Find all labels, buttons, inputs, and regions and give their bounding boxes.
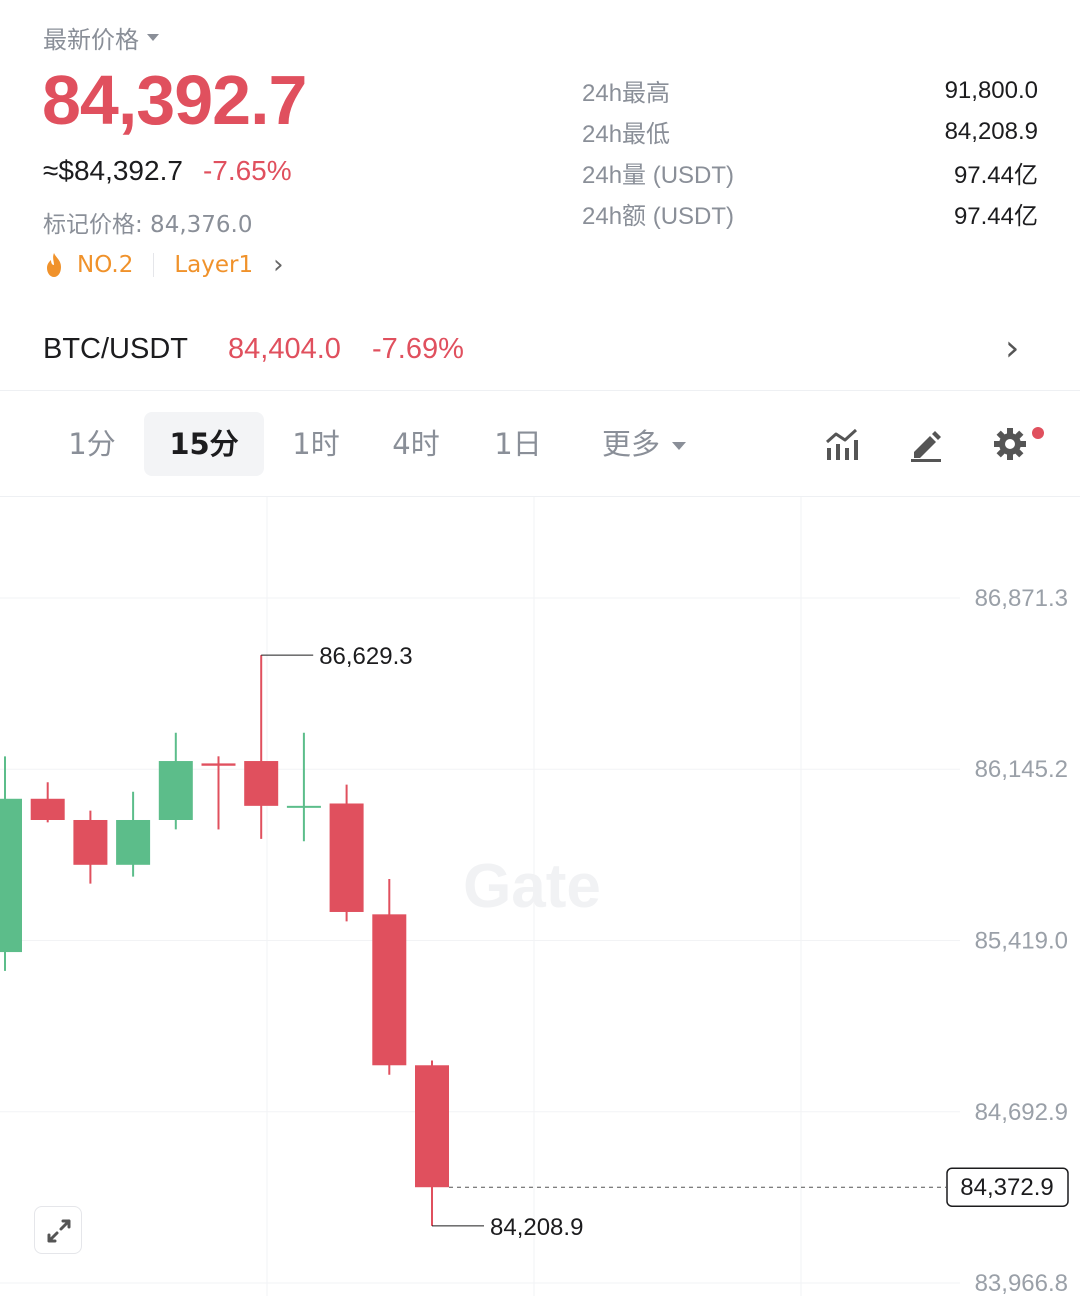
stat-row: 24h最低 84,208.9 <box>582 111 1038 152</box>
candle-body <box>30 798 65 820</box>
stat-value: 97.44亿 <box>953 162 1038 189</box>
stat-value: 91,800.0 <box>944 76 1038 104</box>
y-axis-tick-label: 84,692.9 <box>975 1099 1068 1126</box>
y-axis-tick-label: 86,145.2 <box>975 756 1068 783</box>
pair-change: -7.69% <box>372 333 464 365</box>
stat-label: 24h量 (USDT) <box>582 162 735 189</box>
ticker-header: 最新价格 84,392.7 ≈$84,392.7 -7.65% 标记价格: 84… <box>0 0 1080 300</box>
tab-1m[interactable]: 1分 <box>68 427 116 461</box>
stat-label: 24h额 (USDT) <box>582 203 735 230</box>
category-tag[interactable]: Layer1 <box>174 252 254 278</box>
24h-stats: 24h最高 91,800.0 24h最低 84,208.9 24h量 (USDT… <box>582 70 1038 234</box>
tab-1d[interactable]: 1日 <box>494 427 542 461</box>
indicator-icon[interactable] <box>824 426 860 462</box>
draw-icon[interactable] <box>908 426 944 462</box>
stat-value: 97.44亿 <box>953 203 1038 230</box>
tag-divider <box>153 253 155 277</box>
chevron-right-icon[interactable]: › <box>273 250 284 280</box>
mark-price: 标记价格: 84,376.0 <box>43 212 253 238</box>
tab-15m[interactable]: 15分 <box>144 412 264 476</box>
fire-icon <box>47 253 61 277</box>
candle-body <box>158 761 193 820</box>
pair-name: BTC/USDT <box>43 333 188 365</box>
y-axis-tick-label: 86,871.3 <box>975 585 1068 612</box>
stat-row: 24h量 (USDT) 97.44亿 <box>582 152 1038 193</box>
candle-body <box>415 1065 449 1188</box>
candle-body <box>73 819 108 865</box>
caret-down-icon <box>672 442 686 450</box>
y-axis-tick-label: 85,419.0 <box>975 928 1068 955</box>
candle-body <box>201 763 236 766</box>
expand-icon <box>47 1219 71 1243</box>
stat-row: 24h最高 91,800.0 <box>582 70 1038 111</box>
stat-value: 84,208.9 <box>944 117 1038 145</box>
tab-4h[interactable]: 4时 <box>392 427 440 461</box>
kline-svg: Gate 86,871.3 86,145.2 85,419.0 84,692.9 83,… <box>0 497 1069 1296</box>
tab-more[interactable]: 更多 <box>584 412 704 476</box>
kline-chart[interactable]: Gate 86,871.3 86,145.2 85,419.0 84,692.9 83,… <box>0 497 1080 1296</box>
divider <box>0 496 1080 497</box>
candle-body <box>372 914 407 1066</box>
last-price-box <box>946 1167 1069 1207</box>
y-axis-tick-label: 83,966.8 <box>975 1270 1068 1296</box>
candle-body <box>0 798 22 953</box>
stat-row: 24h额 (USDT) 97.44亿 <box>582 193 1038 234</box>
price-change-percent: -7.65% <box>202 155 292 186</box>
candle-body <box>244 761 279 806</box>
expand-chart-button[interactable] <box>34 1206 82 1254</box>
high-price-label: 86,629.3 <box>319 643 412 670</box>
pair-price: 84,404.0 <box>228 333 341 365</box>
watermark-text: Gate <box>463 852 601 921</box>
spot-pair-row[interactable]: BTC/USDT 84,404.0 -7.69% › <box>0 320 1080 380</box>
tab-1h[interactable]: 1时 <box>292 427 340 461</box>
candle-body <box>286 805 321 808</box>
latest-price-label: 最新价格 <box>43 26 139 54</box>
interval-tabs: 1分 15分 1时 4时 1日 更多 <box>0 412 1080 476</box>
low-price-label: 84,208.9 <box>490 1214 583 1241</box>
notification-dot <box>1032 427 1044 439</box>
latest-price-selector[interactable]: 最新价格 <box>43 20 159 55</box>
caret-down-icon <box>147 34 159 41</box>
last-price: 84,392.7 <box>42 61 307 139</box>
last-price-label: 84,372.9 <box>960 1174 1053 1201</box>
rank-tag[interactable]: NO.2 <box>77 252 134 278</box>
divider <box>0 390 1080 391</box>
tab-more-label: 更多 <box>601 427 660 461</box>
stat-label: 24h最低 <box>582 121 671 148</box>
chevron-right-icon[interactable]: › <box>1005 328 1020 369</box>
candle-body <box>329 803 364 912</box>
usd-price: ≈$84,392.7 <box>43 155 183 186</box>
coin-tags[interactable]: NO.2 Layer1 › <box>43 250 284 280</box>
candle-body <box>116 819 151 865</box>
settings-icon[interactable] <box>992 426 1028 462</box>
stat-label: 24h最高 <box>582 80 671 107</box>
